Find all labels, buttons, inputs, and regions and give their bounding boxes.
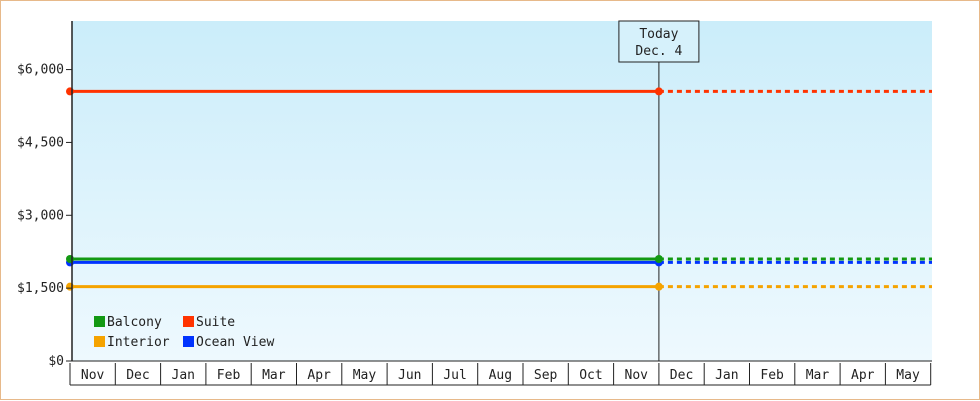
legend-label: Suite: [196, 315, 235, 330]
today-marker: Today Dec. 4: [618, 20, 700, 361]
month-label: Jan: [172, 368, 195, 383]
month-label: Jul: [443, 368, 466, 383]
month-label: May: [353, 368, 377, 383]
data-point: [654, 87, 663, 96]
y-tick-label: $1,500: [17, 281, 64, 296]
month-label: Oct: [579, 368, 602, 383]
month-label: Dec: [670, 368, 693, 383]
month-label: Jan: [715, 368, 738, 383]
legend-swatch: [94, 336, 105, 347]
month-label: Feb: [760, 368, 784, 383]
data-point: [654, 255, 663, 263]
data-point: [66, 255, 74, 263]
data-point: [66, 282, 74, 291]
today-label: Today: [639, 27, 678, 42]
month-label: Feb: [217, 368, 241, 383]
month-label: Apr: [307, 368, 331, 383]
today-date-label: Dec. 4: [635, 44, 682, 59]
legend-swatch: [183, 316, 194, 327]
month-label: Dec: [126, 368, 149, 383]
legend: Balcony Suite Interior Ocean View: [94, 315, 274, 350]
legend-swatch: [94, 316, 105, 327]
legend-label: Ocean View: [196, 335, 274, 350]
month-label: Aug: [489, 368, 512, 383]
month-label: Nov: [625, 368, 649, 383]
axes: $0 $1,500 $3,000 $4,500 $6,000 Nov Dec Jan Feb Ma…: [17, 21, 932, 386]
y-tick-label: $3,000: [17, 208, 64, 223]
data-point: [66, 87, 74, 96]
plot-area: [72, 21, 932, 361]
y-tick-label: $6,000: [17, 63, 64, 78]
legend-swatch: [183, 336, 194, 347]
y-tick-label: $4,500: [17, 135, 64, 150]
month-label: Jun: [398, 368, 421, 383]
month-label: Nov: [81, 368, 105, 383]
y-tick-label: $0: [48, 354, 64, 369]
month-label: May: [896, 368, 920, 383]
month-label: Mar: [262, 368, 286, 383]
month-label: Sep: [534, 368, 558, 383]
legend-label: Interior: [107, 335, 170, 350]
legend-label: Balcony: [107, 315, 162, 330]
month-label: Mar: [806, 368, 830, 383]
today-box: [618, 20, 700, 63]
data-point: [654, 282, 663, 291]
month-label: Apr: [851, 368, 875, 383]
